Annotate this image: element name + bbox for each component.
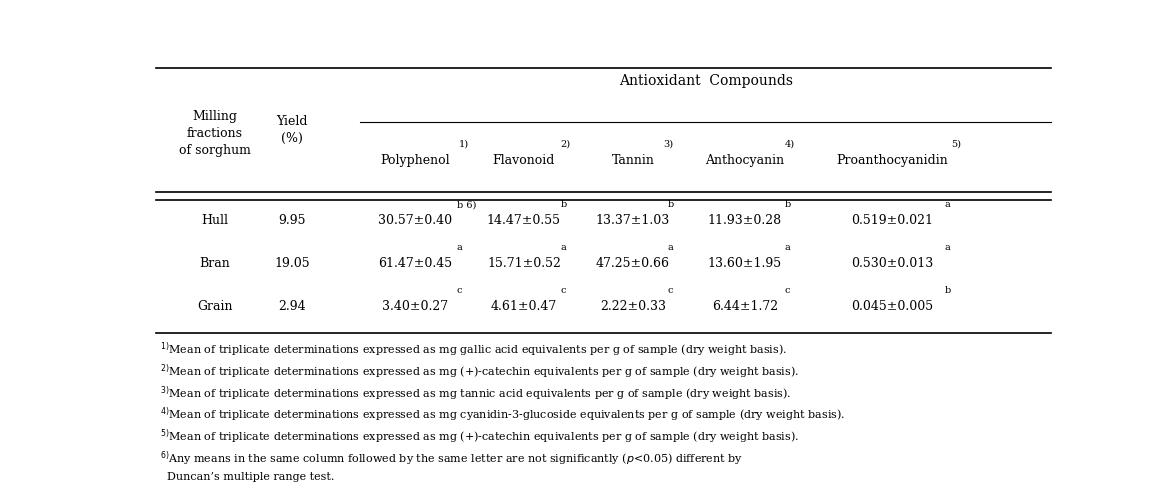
Text: 9.95: 9.95 bbox=[278, 214, 306, 227]
Text: 2.94: 2.94 bbox=[278, 300, 306, 313]
Text: Polyphenol: Polyphenol bbox=[380, 154, 449, 167]
Text: 13.37±1.03: 13.37±1.03 bbox=[596, 214, 670, 227]
Text: 0.045±0.005: 0.045±0.005 bbox=[850, 300, 934, 313]
Text: $^{1)}$Mean of triplicate determinations expressed as mg gallic acid equivalents: $^{1)}$Mean of triplicate determinations… bbox=[161, 340, 787, 359]
Text: c: c bbox=[456, 286, 462, 296]
Text: b: b bbox=[944, 286, 951, 296]
Text: 47.25±0.66: 47.25±0.66 bbox=[596, 257, 670, 270]
Text: 30.57±0.40: 30.57±0.40 bbox=[378, 214, 452, 227]
Text: 61.47±0.45: 61.47±0.45 bbox=[378, 257, 452, 270]
Text: b: b bbox=[561, 200, 567, 209]
Text: c: c bbox=[561, 286, 565, 296]
Text: b: b bbox=[785, 200, 791, 209]
Text: a: a bbox=[944, 244, 950, 252]
Text: 1): 1) bbox=[459, 139, 468, 148]
Text: 4): 4) bbox=[785, 139, 795, 148]
Text: a: a bbox=[456, 244, 462, 252]
Text: $^{2)}$Mean of triplicate determinations expressed as mg (+)-catechin equivalent: $^{2)}$Mean of triplicate determinations… bbox=[161, 362, 799, 381]
Text: b: b bbox=[667, 200, 673, 209]
Text: c: c bbox=[785, 286, 791, 296]
Text: a: a bbox=[667, 244, 673, 252]
Text: $^{5)}$Mean of triplicate determinations expressed as mg (+)-catechin equivalent: $^{5)}$Mean of triplicate determinations… bbox=[161, 428, 799, 446]
Text: c: c bbox=[667, 286, 673, 296]
Text: 6.44±1.72: 6.44±1.72 bbox=[712, 300, 778, 313]
Text: 14.47±0.55: 14.47±0.55 bbox=[487, 214, 561, 227]
Text: Grain: Grain bbox=[197, 300, 232, 313]
Text: 5): 5) bbox=[951, 139, 961, 148]
Text: $^{6)}$Any means in the same column followed by the same letter are not signific: $^{6)}$Any means in the same column foll… bbox=[161, 449, 744, 482]
Text: 3): 3) bbox=[663, 139, 673, 148]
Text: Tannin: Tannin bbox=[611, 154, 655, 167]
Text: 3.40±0.27: 3.40±0.27 bbox=[381, 300, 448, 313]
Text: 4.61±0.47: 4.61±0.47 bbox=[490, 300, 557, 313]
Text: 2): 2) bbox=[561, 139, 570, 148]
Text: 0.530±0.013: 0.530±0.013 bbox=[850, 257, 934, 270]
Text: a: a bbox=[944, 200, 950, 209]
Text: 19.05: 19.05 bbox=[274, 257, 310, 270]
Text: Hull: Hull bbox=[202, 214, 229, 227]
Text: 2.22±0.33: 2.22±0.33 bbox=[599, 300, 666, 313]
Text: 11.93±0.28: 11.93±0.28 bbox=[707, 214, 782, 227]
Text: Proanthocyanidin: Proanthocyanidin bbox=[836, 154, 948, 167]
Text: 15.71±0.52: 15.71±0.52 bbox=[487, 257, 561, 270]
Text: Flavonoid: Flavonoid bbox=[493, 154, 555, 167]
Text: $^{3)}$Mean of triplicate determinations expressed as mg tannic acid equivalents: $^{3)}$Mean of triplicate determinations… bbox=[161, 384, 792, 403]
Text: 0.519±0.021: 0.519±0.021 bbox=[852, 214, 933, 227]
Text: Anthocyanin: Anthocyanin bbox=[705, 154, 785, 167]
Text: Milling
fractions
of sorghum: Milling fractions of sorghum bbox=[178, 110, 251, 157]
Text: 13.60±1.95: 13.60±1.95 bbox=[707, 257, 782, 270]
Text: Yield
(%): Yield (%) bbox=[277, 114, 307, 145]
Text: $^{4)}$Mean of triplicate determinations expressed as mg cyanidin-3-glucoside eq: $^{4)}$Mean of triplicate determinations… bbox=[161, 406, 846, 424]
Text: Antioxidant  Compounds: Antioxidant Compounds bbox=[618, 74, 793, 88]
Text: Bran: Bran bbox=[199, 257, 230, 270]
Text: b 6): b 6) bbox=[456, 200, 476, 209]
Text: a: a bbox=[785, 244, 791, 252]
Text: a: a bbox=[561, 244, 567, 252]
